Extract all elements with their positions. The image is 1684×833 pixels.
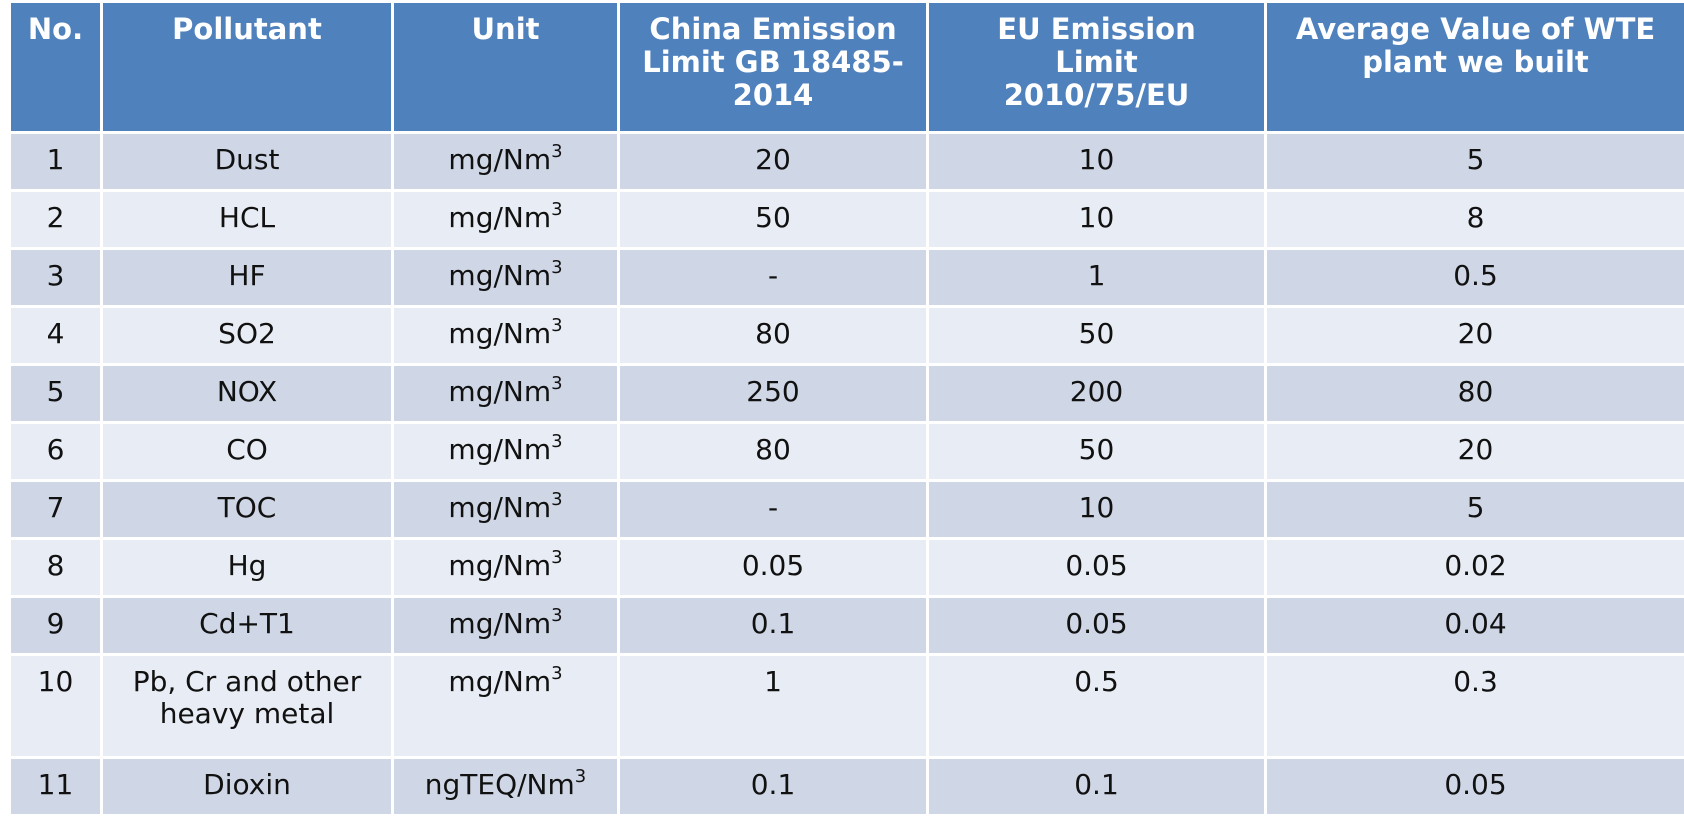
table-row: 11 Dioxin ngTEQ/Nm3 0.1 0.1 0.05 — [8, 756, 1684, 817]
cell-china-limit: 0.05 — [617, 537, 929, 598]
emission-comparison-table: No. Pollutant Unit China Emission Limit … — [8, 0, 1684, 817]
cell-unit: mg/Nm3 — [391, 479, 620, 540]
cell-no: 3 — [8, 247, 103, 308]
table-row: 7 TOC mg/Nm3 - 10 5 — [8, 479, 1684, 540]
cell-average-value: 5 — [1264, 131, 1684, 192]
cell-china-limit: 1 — [617, 653, 929, 759]
cell-eu-limit: 1 — [926, 247, 1267, 308]
cell-average-value: 8 — [1264, 189, 1684, 250]
emission-table-container: No. Pollutant Unit China Emission Limit … — [8, 0, 1684, 817]
cell-china-limit: 0.1 — [617, 595, 929, 656]
cell-unit: mg/Nm3 — [391, 363, 620, 424]
table-row: 2 HCL mg/Nm3 50 10 8 — [8, 189, 1684, 250]
cell-no: 1 — [8, 131, 103, 192]
cell-eu-limit: 50 — [926, 305, 1267, 366]
table-row: 10 Pb, Cr and other heavy metal mg/Nm3 1… — [8, 653, 1684, 759]
table-row: 8 Hg mg/Nm3 0.05 0.05 0.02 — [8, 537, 1684, 598]
cell-eu-limit: 200 — [926, 363, 1267, 424]
cell-pollutant: HF — [100, 247, 394, 308]
header-pollutant: Pollutant — [100, 0, 394, 134]
cell-china-limit: 0.1 — [617, 756, 929, 817]
cell-average-value: 0.05 — [1264, 756, 1684, 817]
cell-average-value: 20 — [1264, 305, 1684, 366]
cell-average-value: 5 — [1264, 479, 1684, 540]
cell-eu-limit: 0.5 — [926, 653, 1267, 759]
table-row: 4 SO2 mg/Nm3 80 50 20 — [8, 305, 1684, 366]
cell-china-limit: 20 — [617, 131, 929, 192]
table-row: 5 NOX mg/Nm3 250 200 80 — [8, 363, 1684, 424]
cell-china-limit: 80 — [617, 305, 929, 366]
cell-unit: mg/Nm3 — [391, 189, 620, 250]
cell-average-value: 0.3 — [1264, 653, 1684, 759]
cell-pollutant: Cd+T1 — [100, 595, 394, 656]
cell-unit: mg/Nm3 — [391, 247, 620, 308]
header-row: No. Pollutant Unit China Emission Limit … — [8, 0, 1684, 134]
cell-china-limit: 80 — [617, 421, 929, 482]
cell-unit: mg/Nm3 — [391, 537, 620, 598]
cell-unit: mg/Nm3 — [391, 305, 620, 366]
cell-no: 8 — [8, 537, 103, 598]
cell-pollutant: Dust — [100, 131, 394, 192]
header-china-limit: China Emission Limit GB 18485-2014 — [617, 0, 929, 134]
cell-average-value: 80 — [1264, 363, 1684, 424]
header-unit: Unit — [391, 0, 620, 134]
cell-china-limit: - — [617, 247, 929, 308]
cell-unit: mg/Nm3 — [391, 595, 620, 656]
cell-pollutant: NOX — [100, 363, 394, 424]
cell-pollutant: HCL — [100, 189, 394, 250]
header-eu-limit: EU Emission Limit 2010/75/EU — [926, 0, 1267, 134]
cell-pollutant: CO — [100, 421, 394, 482]
cell-no: 6 — [8, 421, 103, 482]
cell-china-limit: 250 — [617, 363, 929, 424]
cell-eu-limit: 10 — [926, 479, 1267, 540]
cell-eu-limit: 50 — [926, 421, 1267, 482]
cell-pollutant: TOC — [100, 479, 394, 540]
table-row: 9 Cd+T1 mg/Nm3 0.1 0.05 0.04 — [8, 595, 1684, 656]
cell-no: 9 — [8, 595, 103, 656]
cell-unit: ngTEQ/Nm3 — [391, 756, 620, 817]
cell-unit: mg/Nm3 — [391, 131, 620, 192]
cell-pollutant: Pb, Cr and other heavy metal — [100, 653, 394, 759]
cell-no: 11 — [8, 756, 103, 817]
cell-no: 10 — [8, 653, 103, 759]
cell-eu-limit: 0.1 — [926, 756, 1267, 817]
cell-unit: mg/Nm3 — [391, 421, 620, 482]
cell-average-value: 0.5 — [1264, 247, 1684, 308]
cell-eu-limit: 0.05 — [926, 595, 1267, 656]
table-row: 1 Dust mg/Nm3 20 10 5 — [8, 131, 1684, 192]
cell-china-limit: 50 — [617, 189, 929, 250]
cell-pollutant: Hg — [100, 537, 394, 598]
cell-pollutant: Dioxin — [100, 756, 394, 817]
cell-no: 5 — [8, 363, 103, 424]
cell-eu-limit: 10 — [926, 131, 1267, 192]
cell-average-value: 0.04 — [1264, 595, 1684, 656]
cell-no: 7 — [8, 479, 103, 540]
cell-eu-limit: 10 — [926, 189, 1267, 250]
cell-unit: mg/Nm3 — [391, 653, 620, 759]
cell-average-value: 0.02 — [1264, 537, 1684, 598]
table-row: 6 CO mg/Nm3 80 50 20 — [8, 421, 1684, 482]
header-no: No. — [8, 0, 103, 134]
cell-average-value: 20 — [1264, 421, 1684, 482]
table-row: 3 HF mg/Nm3 - 1 0.5 — [8, 247, 1684, 308]
cell-pollutant: SO2 — [100, 305, 394, 366]
header-average-value: Average Value of WTE plant we built — [1264, 0, 1684, 134]
cell-china-limit: - — [617, 479, 929, 540]
cell-no: 4 — [8, 305, 103, 366]
cell-no: 2 — [8, 189, 103, 250]
cell-eu-limit: 0.05 — [926, 537, 1267, 598]
